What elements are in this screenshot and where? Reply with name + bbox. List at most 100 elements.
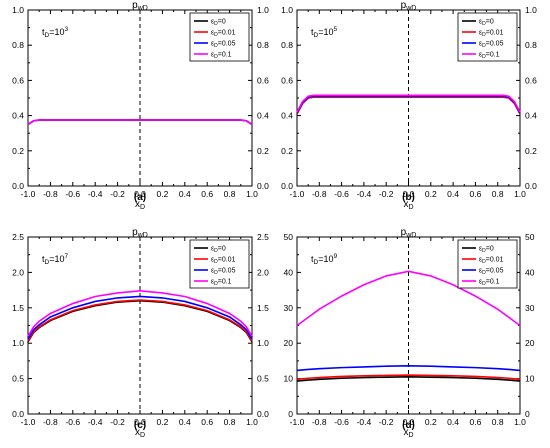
legend-label-sub: D [214,248,218,254]
x-tick-label: 0.0 [134,189,146,199]
series-line [296,376,521,382]
y-tick-label: 0.0 [12,409,24,419]
legend-label-base: ε [211,30,214,37]
annotation-sup: 3 [65,26,69,33]
top-label-base: p [401,0,407,11]
legend-label: εD=0.01 [211,30,236,39]
legend-label-sub: D [482,270,486,276]
legend-label: εD=0.05 [211,41,236,50]
x-tick-label: -0.2 [110,417,125,427]
top-label-base: p [132,227,138,238]
x-axis-label-sub: D [140,204,145,211]
legend-label-base: ε [211,257,214,264]
legend-label-sub: D [482,54,486,60]
y-tick-label: 0.8 [12,40,24,50]
x-tick-label: 1.0 [514,189,526,199]
x-tick-label: 0.8 [224,417,236,427]
legend-label-text: =0.05 [486,268,504,275]
x-tick-label: -0.4 [88,417,103,427]
x-axis-label: xD [403,199,413,211]
x-tick-label: -1.0 [21,417,36,427]
legend-label-base: ε [479,246,482,253]
series-line [27,295,253,340]
y-tick-label: 50 [284,232,294,242]
legend-label: εD=0.1 [479,279,500,288]
legend-label: εD=0.01 [479,30,504,39]
legend-label-text: =0 [218,246,226,253]
y-tick-label-right: 0.6 [257,75,269,85]
panel-label: (b) [402,192,415,203]
y-tick-label-right: 0 [525,409,530,419]
y-tick-label-right: 1.5 [257,303,269,313]
y-tick-label: 1.0 [281,5,293,15]
x-axis-label-sub: D [408,432,413,439]
legend-label-text: =0.1 [218,279,232,286]
x-axis-label-sub: D [140,432,145,439]
time-annotation: tD=105 [311,26,338,39]
y-tick-label: 0.4 [12,111,24,121]
x-tick-label: -0.4 [88,189,103,199]
y-tick-label: 0.8 [281,40,293,50]
legend-label: εD=0.05 [211,268,236,277]
x-tick-label: 0.6 [469,417,481,427]
annotation-base: t [311,27,314,37]
y-tick-label-right: 0.2 [525,146,537,156]
top-label: pwD [401,0,417,12]
legend-label: εD=0.01 [479,257,504,266]
legend-label-base: ε [211,19,214,26]
y-tick-label: 0.0 [281,181,293,191]
x-tick-label: 0.6 [201,417,213,427]
legend-label-sub: D [482,21,486,27]
legend-label-base: ε [479,52,482,59]
annotation-text: =10 [49,254,64,264]
legend-label-base: ε [479,257,482,264]
y-tick-label-right: 10 [525,374,535,384]
y-tick-label-right: 50 [525,232,535,242]
y-tick-label: 0.0 [12,181,24,191]
legend-label-base: ε [211,279,214,286]
top-label-sub: wD [405,232,416,239]
y-tick-label: 1.0 [12,5,24,15]
x-tick-label: 0.8 [224,189,236,199]
x-tick-label: -0.4 [357,417,372,427]
legend-label-text: =0.01 [218,30,236,37]
legend-label: εD=0.1 [479,52,500,61]
y-tick-label: 40 [284,267,294,277]
y-tick-label-right: 30 [525,303,535,313]
y-tick-label: 2.0 [12,267,24,277]
y-tick-label: 30 [284,303,294,313]
top-label: pwD [132,227,148,239]
y-tick-label-right: 0.6 [525,75,537,85]
annotation-sup: 9 [334,253,338,260]
x-tick-label: 0.2 [156,189,168,199]
legend-label-text: =0.01 [218,257,236,264]
series-line [296,374,521,381]
x-tick-label: 0.6 [201,189,213,199]
panel-label: (d) [402,420,415,431]
legend-label: εD=0 [479,19,494,28]
x-axis-label-sub: D [408,204,413,211]
y-tick-label: 0.2 [281,146,293,156]
top-label-sub: wD [405,5,416,12]
legend-label-text: =0.1 [486,279,500,286]
legend-label: εD=0 [211,19,226,28]
panel-d: -1.0 -0.8 -0.6 -0.4 -0.2 0.0 0.2 0.4 0.6 0.8 1.00 0… [284,227,535,439]
time-annotation: tD=107 [42,253,69,266]
x-tick-label: 0.8 [492,417,504,427]
x-tick-label: -1.0 [21,189,36,199]
legend-label-base: ε [211,268,214,275]
annotation-base: t [311,254,314,264]
x-tick-label: -0.4 [357,189,372,199]
legend-label-sub: D [214,43,218,49]
annotation-base: t [42,27,45,37]
series-line [296,94,521,113]
y-tick-label-right: 2.0 [257,267,269,277]
y-tick-label-right: 40 [525,267,535,277]
legend-label-text: =0.1 [218,52,232,59]
y-tick-label-right: 0.5 [257,374,269,384]
y-tick-label-right: 0.0 [257,409,269,419]
annotation-text: =10 [49,27,64,37]
